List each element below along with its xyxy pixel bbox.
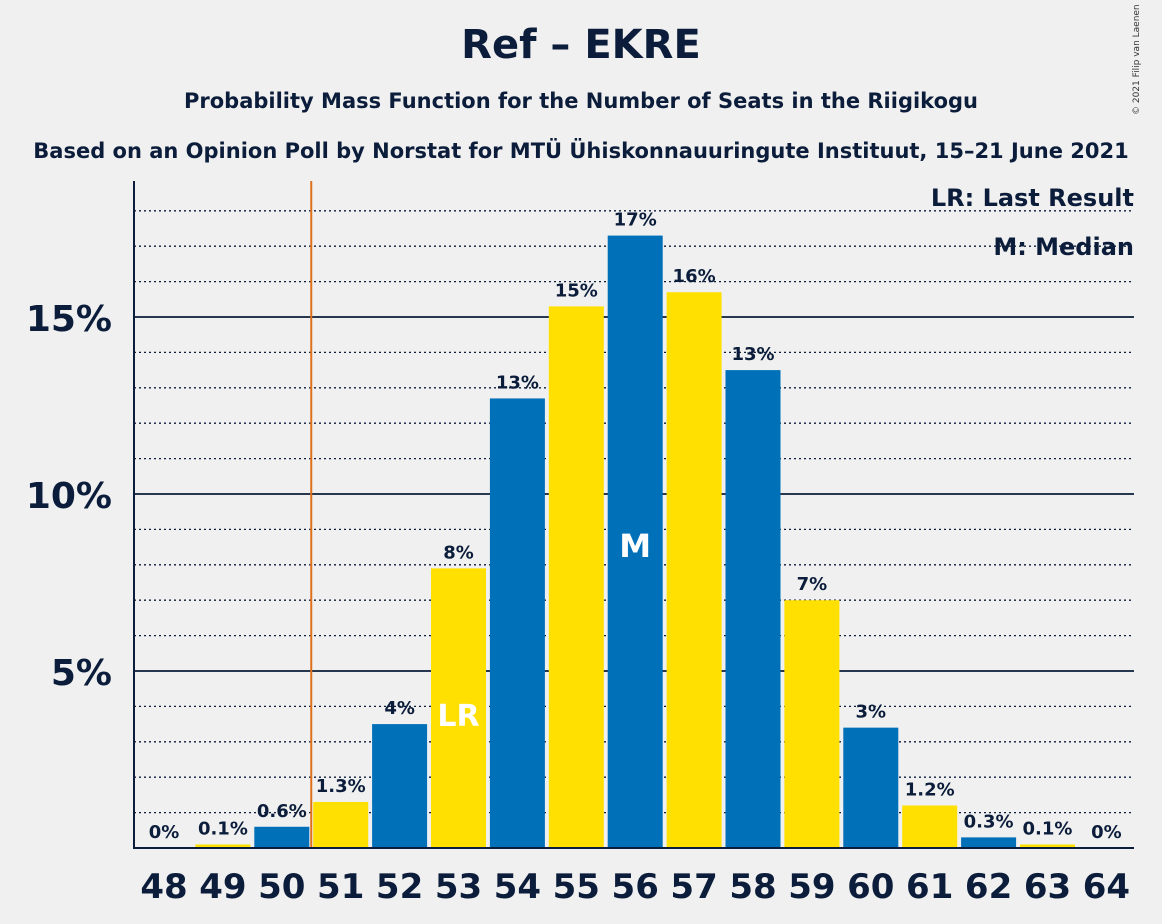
data-label: 0.1% <box>1023 818 1073 839</box>
data-label: 13% <box>731 344 774 365</box>
bar-seats-53 <box>431 568 486 848</box>
bar-seats-54 <box>489 398 545 848</box>
bar-seats-49 <box>195 844 251 848</box>
chart-source: Based on an Opinion Poll by Norstat for … <box>33 139 1129 163</box>
data-label: 0% <box>149 822 180 843</box>
bars <box>195 235 1075 849</box>
x-tick-label: 61 <box>906 867 953 907</box>
bar-seats-63 <box>1020 844 1075 848</box>
data-label: 0.3% <box>964 811 1014 832</box>
data-label: 0.6% <box>257 801 307 822</box>
x-tick-label: 53 <box>435 867 482 907</box>
y-tick-label: 5% <box>51 653 112 694</box>
bar-seats-52 <box>372 724 428 848</box>
axes: 5% 10% 15% 48 49 50 51 52 53 54 55 56 57 58 59 60 61 62 63… <box>26 181 1134 907</box>
y-tick-label: 10% <box>26 476 112 517</box>
data-label: 0% <box>1091 822 1122 843</box>
data-label: 1.3% <box>316 776 366 797</box>
x-tick-label: 54 <box>494 867 541 907</box>
x-tick-label: 50 <box>258 867 305 907</box>
data-label: 15% <box>555 280 598 301</box>
data-label: 3% <box>856 702 887 723</box>
x-tick-label: 59 <box>788 867 835 907</box>
bar-seats-57 <box>666 292 722 849</box>
legend-median: M: Median <box>993 233 1134 261</box>
bar-seats-62 <box>961 837 1017 848</box>
bar-seats-56 <box>607 235 663 848</box>
chart-subtitle: Probability Mass Function for the Number… <box>184 89 978 113</box>
x-tick-label: 62 <box>965 867 1012 907</box>
bar-seats-59 <box>784 600 840 848</box>
x-tick-label: 64 <box>1083 867 1130 907</box>
bar-seats-61 <box>902 805 958 848</box>
y-tick-label: 15% <box>26 299 112 340</box>
data-label: 1.2% <box>905 780 955 801</box>
data-label: 8% <box>443 542 474 563</box>
bar-seats-51 <box>313 801 369 848</box>
data-label: 13% <box>496 372 539 393</box>
bar-seats-50 <box>254 826 310 848</box>
x-tick-label: 49 <box>199 867 246 907</box>
bar-seats-58 <box>725 370 781 848</box>
data-label: 7% <box>797 574 828 595</box>
x-tick-label: 56 <box>612 867 659 907</box>
x-tick-label: 48 <box>140 867 187 907</box>
x-tick-label: 51 <box>317 867 364 907</box>
bar-seats-60 <box>843 727 899 848</box>
x-tick-label: 58 <box>729 867 776 907</box>
data-label: 4% <box>384 698 415 719</box>
x-tick-label: 60 <box>847 867 894 907</box>
x-tick-label: 57 <box>670 867 717 907</box>
last-result-marker: LR <box>437 699 479 734</box>
x-tick-label: 63 <box>1024 867 1071 907</box>
data-label: 0.1% <box>198 818 248 839</box>
bar-seats-55 <box>548 306 604 848</box>
x-tick-label: 52 <box>376 867 423 907</box>
x-tick-label: 55 <box>553 867 600 907</box>
median-marker: M <box>619 527 651 565</box>
data-labels: 0% 0.1% 0.6% 1.3% 4% 8% 13% 15% 17% 16% 13% 7% 3% 1.2… <box>149 210 1122 843</box>
data-label: 17% <box>614 210 657 231</box>
chart-title: Ref – EKRE <box>461 22 701 68</box>
data-label: 16% <box>673 266 716 287</box>
legend-last-result: LR: Last Result <box>930 184 1134 212</box>
